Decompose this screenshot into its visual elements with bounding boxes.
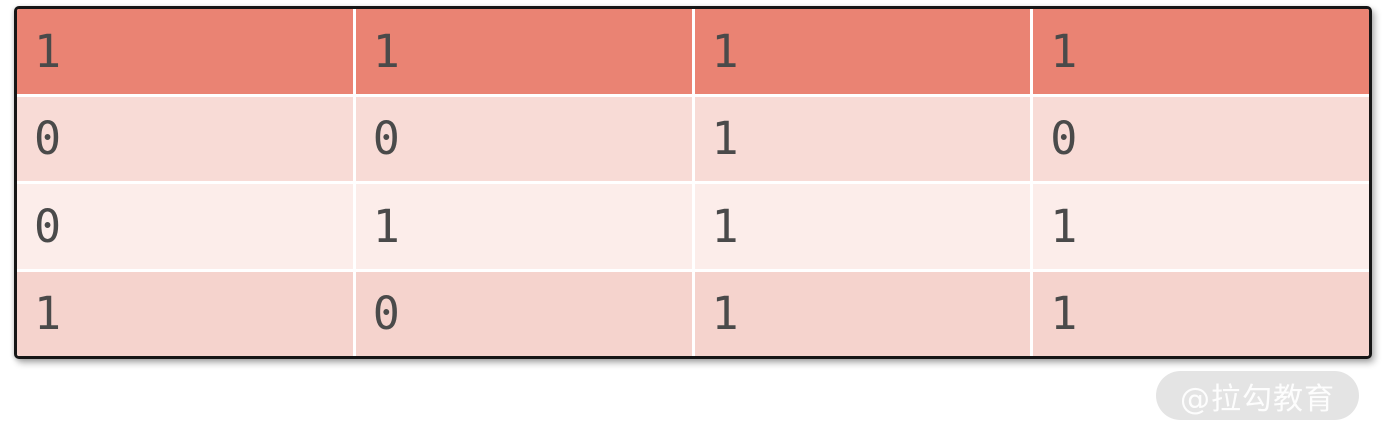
cell-3-3: 1 <box>1033 271 1369 356</box>
cell-2-3: 1 <box>1033 184 1369 269</box>
cell-3-2: 1 <box>694 271 1031 356</box>
header-cell-1: 1 <box>355 9 692 94</box>
cell-1-1: 0 <box>355 96 692 181</box>
watermark-text: @拉勾教育 <box>1180 381 1335 417</box>
watermark-badge: @拉勾教育 <box>1156 371 1359 420</box>
cell-2-1: 1 <box>355 184 692 269</box>
table-row-2: 0 1 1 1 <box>17 184 1369 269</box>
cell-1-2: 1 <box>694 96 1031 181</box>
cell-3-1: 0 <box>355 271 692 356</box>
cell-2-2: 1 <box>694 184 1031 269</box>
cell-1-3: 0 <box>1033 96 1369 181</box>
table-header-row: 1 1 1 1 <box>17 9 1369 94</box>
cell-3-0: 1 <box>17 271 353 356</box>
table-row-1: 0 0 1 0 <box>17 96 1369 181</box>
table-row-3: 1 0 1 1 <box>17 271 1369 356</box>
header-cell-0: 1 <box>17 9 353 94</box>
header-cell-2: 1 <box>694 9 1031 94</box>
binary-table: 1 1 1 1 0 0 1 0 0 1 1 1 1 0 1 1 <box>14 6 1372 359</box>
header-cell-3: 1 <box>1033 9 1369 94</box>
cell-2-0: 0 <box>17 184 353 269</box>
cell-1-0: 0 <box>17 96 353 181</box>
